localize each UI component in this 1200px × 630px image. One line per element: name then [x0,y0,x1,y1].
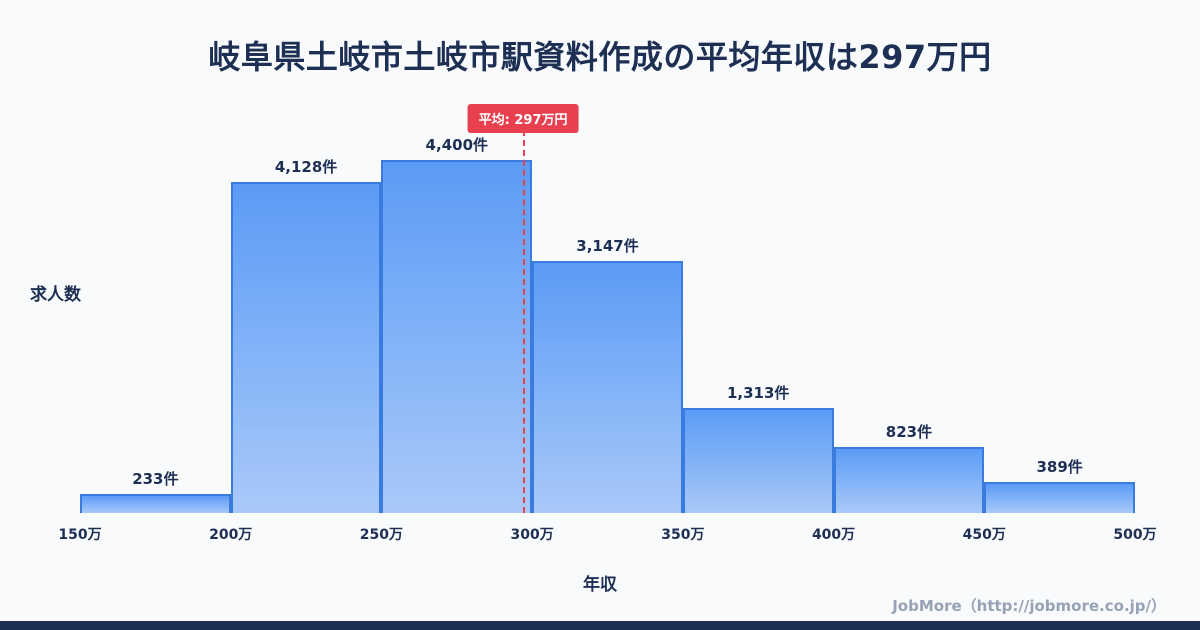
bar [80,494,231,513]
bar [532,260,683,513]
bar-value-label: 4,400件 [425,136,489,154]
bar [984,481,1135,513]
average-line [523,130,526,513]
x-axis-label: 年収 [583,575,617,595]
bar-value-label: 4,128件 [274,157,338,176]
bar-value-label: 823件 [885,422,933,441]
x-tick-label: 350万 [661,527,705,543]
bar-value-label: 1,313件 [726,383,790,402]
x-tick-label: 500万 [1113,527,1157,543]
x-tick-label: 200万 [209,527,253,543]
average-badge: 平均: 297万円 [467,104,579,133]
page-title: 岐阜県土岐市土岐市駅資料作成の平均年収は297万円 [208,38,992,76]
bar-value-label: 3,147件 [576,236,639,255]
footer-credit: JobMore（http://jobmore.co.jp/） [892,597,1166,615]
bar [381,160,533,513]
bar [833,446,985,513]
bar [682,407,834,513]
bar-value-label: 389件 [1036,457,1083,476]
x-tick-label: 450万 [962,527,1006,543]
x-tick-label: 250万 [359,527,404,543]
x-tick-label: 300万 [510,527,554,543]
x-tick-label: 150万 [58,527,102,543]
x-tick-label: 400万 [811,527,856,543]
bottom-strip [0,621,1200,630]
bar-value-label: 233件 [132,470,179,489]
y-axis-label: 求人数 [30,285,81,305]
bar [230,181,382,513]
